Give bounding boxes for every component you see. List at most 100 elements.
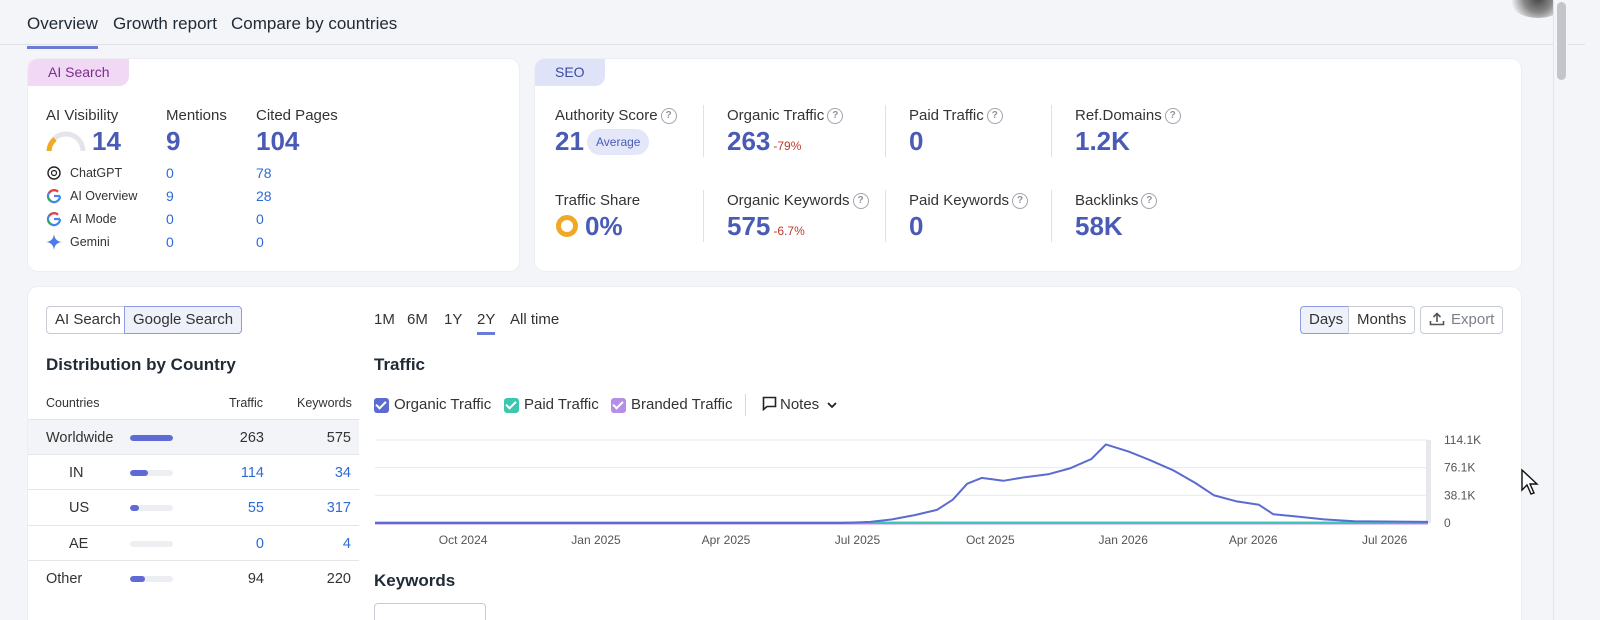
ai-search-toggle[interactable]: AI Search: [46, 306, 130, 334]
ai-overview-cited[interactable]: 28: [256, 188, 272, 204]
x-tick-label: Oct 2024: [439, 533, 488, 547]
source-row-ai-mode: AI Mode: [46, 211, 117, 227]
ai-search-tag: AI Search: [28, 59, 130, 86]
google-search-toggle[interactable]: Google Search: [124, 306, 243, 334]
source-row-gemini: Gemini: [46, 234, 110, 250]
export-button[interactable]: Export: [1420, 306, 1504, 334]
tab-growth-report[interactable]: Growth report: [113, 14, 217, 33]
range-1m[interactable]: 1M: [374, 311, 395, 328]
page-scrollbar[interactable]: [1553, 0, 1568, 620]
help-icon[interactable]: ?: [1164, 108, 1181, 125]
distribution-title: Distribution by Country: [46, 355, 236, 374]
plot-end-marker: [1426, 440, 1431, 523]
divider: [703, 190, 704, 242]
paid-keywords-label: Paid Keywords?: [909, 192, 1029, 210]
organic-traffic-value[interactable]: 263 -79%: [727, 126, 802, 156]
divider: [1051, 190, 1052, 242]
scrollbar-thumb[interactable]: [1557, 2, 1566, 80]
comment-icon: [762, 396, 777, 412]
ai-overview-mentions[interactable]: 9: [166, 188, 174, 204]
organic-traffic-label: Organic Traffic?: [727, 107, 844, 125]
ai-mode-mentions[interactable]: 0: [166, 211, 174, 227]
google-icon: [46, 188, 62, 204]
notes-dropdown[interactable]: Notes: [762, 396, 838, 413]
ref-domains-value[interactable]: 1.2K: [1075, 126, 1130, 156]
organic-keywords-value[interactable]: 575 -6.7%: [727, 211, 805, 241]
traffic-share-label: Traffic Share: [555, 192, 641, 209]
divider: [885, 105, 886, 157]
series-line-organic-traffic: [375, 443, 1429, 524]
traffic-value[interactable]: 114: [240, 465, 264, 481]
help-icon[interactable]: ?: [986, 108, 1003, 125]
range-all-time[interactable]: All time: [510, 311, 560, 328]
ai-mode-cited[interactable]: 0: [256, 211, 264, 227]
traffic-share-bar: [130, 435, 173, 441]
paid-traffic-value: 0: [909, 126, 924, 156]
mentions-label: Mentions: [166, 107, 227, 124]
keywords-value[interactable]: 317: [326, 500, 351, 516]
country-row-other[interactable]: Other 94 220: [28, 560, 359, 595]
country-row-us[interactable]: US 55 317: [28, 489, 359, 524]
y-tick-label: 114.1K: [1444, 433, 1481, 447]
keywords-toggle[interactable]: [374, 603, 486, 620]
country-row-ae[interactable]: AE 0 4: [28, 525, 359, 560]
ref-domains-label: Ref.Domains?: [1075, 107, 1181, 125]
months-toggle[interactable]: Months: [1348, 306, 1416, 334]
x-tick-label: Jan 2026: [1099, 533, 1149, 547]
x-tick-label: Jul 2025: [835, 533, 881, 547]
traffic-value[interactable]: 55: [247, 500, 264, 516]
gemini-cited[interactable]: 0: [256, 234, 264, 250]
chatgpt-mentions[interactable]: 0: [166, 165, 174, 181]
divider: [885, 190, 886, 242]
traffic-share-bar: [130, 576, 173, 582]
range-1y[interactable]: 1Y: [444, 311, 463, 328]
country-row-in[interactable]: IN 114 34: [28, 454, 359, 489]
col-countries: Countries: [46, 396, 100, 410]
days-toggle[interactable]: Days: [1300, 306, 1353, 334]
country-name: IN: [69, 465, 84, 481]
source-name: AI Overview: [70, 189, 138, 203]
source-row-chatgpt: ChatGPT: [46, 165, 122, 181]
tab-compare-by-countries[interactable]: Compare by countries: [231, 14, 398, 33]
checkbox-icon[interactable]: [374, 397, 389, 413]
traffic-title: Traffic: [374, 355, 426, 374]
chevron-down-icon: [827, 402, 837, 409]
seo-card: SEO: [535, 59, 1521, 271]
ai-visibility-label: AI Visibility: [46, 107, 119, 124]
chatgpt-cited[interactable]: 78: [256, 165, 272, 181]
help-icon[interactable]: ?: [1141, 193, 1158, 210]
traffic-value[interactable]: 0: [255, 536, 264, 552]
legend-branded-traffic[interactable]: Branded Traffic: [611, 396, 732, 413]
authority-badge: Average: [587, 129, 650, 155]
backlinks-label: Backlinks?: [1075, 192, 1158, 210]
y-tick-label: 76.1K: [1444, 461, 1475, 475]
legend-organic-traffic[interactable]: Organic Traffic: [374, 396, 491, 413]
organic-traffic-delta: -79%: [773, 139, 802, 153]
traffic-share-bar: [130, 541, 173, 547]
seo-tag: SEO: [535, 59, 605, 86]
help-icon[interactable]: ?: [852, 193, 869, 210]
x-tick-label: Oct 2025: [966, 533, 1015, 547]
country-row-worldwide[interactable]: Worldwide 263 575: [28, 419, 359, 454]
google-icon: [46, 211, 62, 227]
mentions-value: 9: [166, 126, 181, 156]
checkbox-icon[interactable]: [504, 397, 519, 413]
help-icon[interactable]: ?: [660, 108, 677, 125]
authority-score-label: Authority Score?: [555, 107, 677, 125]
legend-paid-traffic[interactable]: Paid Traffic: [504, 396, 599, 413]
country-name: US: [69, 500, 90, 516]
keywords-value[interactable]: 34: [334, 465, 351, 481]
checkbox-icon[interactable]: [611, 397, 626, 413]
paid-traffic-label: Paid Traffic?: [909, 107, 1003, 125]
help-icon[interactable]: ?: [827, 108, 844, 125]
help-icon[interactable]: ?: [1012, 193, 1029, 210]
tab-overview[interactable]: Overview: [27, 14, 98, 49]
backlinks-value[interactable]: 58K: [1075, 211, 1123, 241]
col-traffic: Traffic: [229, 396, 264, 410]
traffic-share-value: 0%: [585, 211, 623, 241]
keywords-value[interactable]: 4: [342, 536, 351, 552]
range-6m[interactable]: 6M: [407, 311, 428, 328]
range-2y[interactable]: 2Y: [477, 311, 496, 335]
gemini-mentions[interactable]: 0: [166, 234, 174, 250]
